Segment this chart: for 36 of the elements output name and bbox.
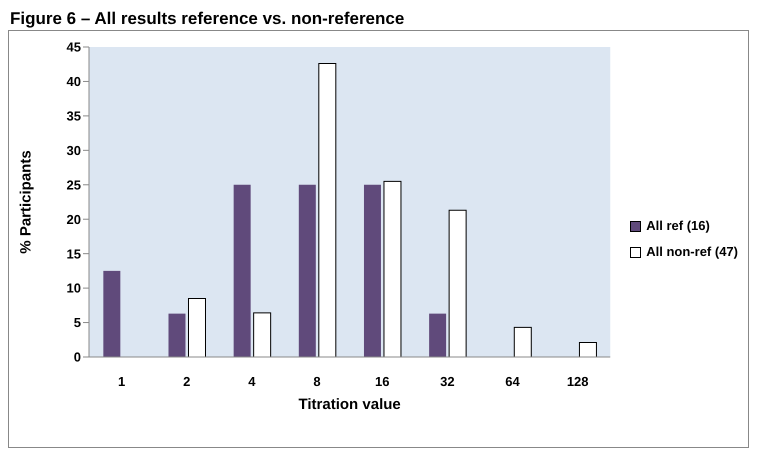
y-axis-title: % Participants: [17, 150, 34, 254]
bar: [298, 184, 316, 357]
x-tick-label: 4: [248, 374, 256, 390]
y-tick-label: 40: [66, 74, 81, 90]
y-tick-label: 10: [66, 280, 81, 296]
bar: [383, 180, 402, 357]
x-tick-label: 64: [505, 374, 521, 390]
y-tick-label: 45: [66, 40, 81, 55]
x-tick-label: 2: [183, 374, 190, 390]
x-tick-label: 8: [313, 374, 321, 390]
y-tick-label: 0: [74, 350, 81, 365]
bar: [578, 342, 597, 357]
x-tick-label: 128: [566, 374, 589, 390]
bar: [168, 314, 186, 357]
y-tick-label: 5: [74, 315, 81, 330]
bar: [253, 312, 272, 357]
y-tick-label: 25: [66, 177, 81, 192]
bar: [234, 184, 251, 357]
bar: [318, 63, 336, 357]
x-axis-title: Titration value: [298, 396, 401, 413]
bar: [103, 270, 120, 357]
bar: [364, 184, 381, 357]
chart-title: Figure 6 – All results reference vs. non-reference: [10, 8, 406, 30]
bar: [429, 314, 446, 357]
bar: [514, 326, 532, 357]
x-tick-label: 32: [440, 374, 455, 390]
y-tick-label: 35: [66, 108, 81, 124]
x-tick-label: 16: [374, 374, 390, 390]
y-tick-label: 20: [66, 212, 81, 227]
bar: [188, 298, 206, 357]
bar: [448, 210, 467, 357]
legend-label: All ref (16): [646, 217, 710, 235]
x-tick-label: 1: [118, 374, 126, 390]
y-tick-label: 30: [66, 142, 81, 158]
legend-label: All non-ref (47): [646, 243, 738, 261]
y-tick-label: 15: [66, 246, 81, 262]
